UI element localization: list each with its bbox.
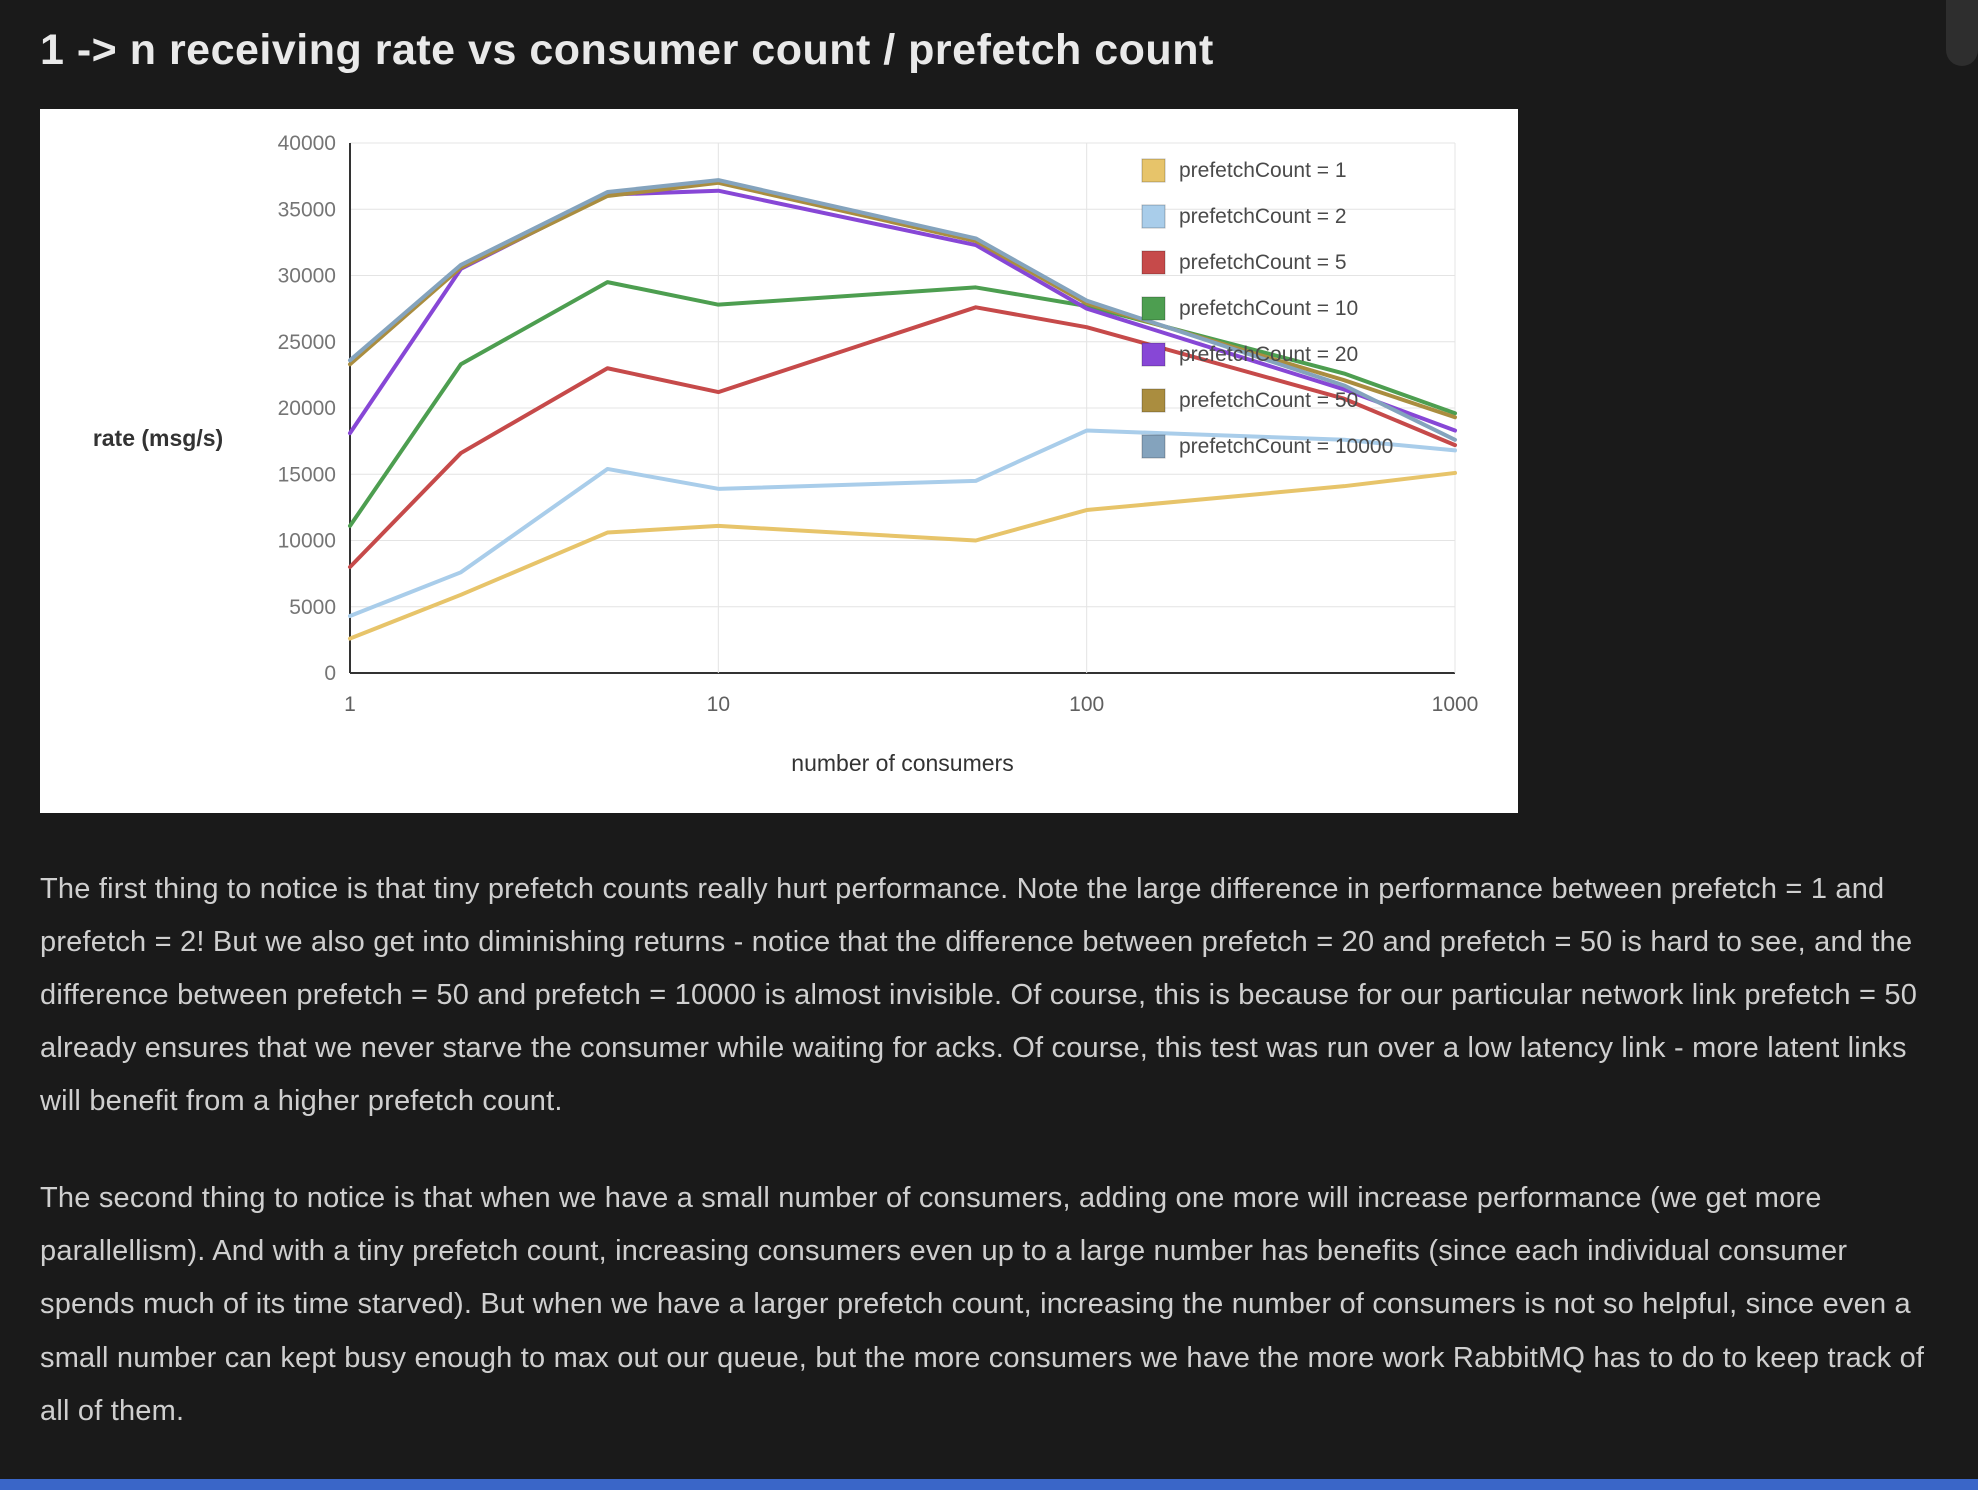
- legend-swatch: [1141, 388, 1166, 413]
- svg-text:35000: 35000: [278, 198, 336, 221]
- series-line: [348, 428, 1457, 619]
- series-line: [348, 305, 1457, 569]
- legend-swatch: [1141, 296, 1166, 321]
- chart-svg: 0 5000 10000 15000 20000 25000 30000 35000 40000…: [93, 132, 1479, 776]
- legend-label: prefetchCount = 2: [1179, 205, 1347, 228]
- bottom-accent-bar: [0, 1479, 1978, 1490]
- series-line: [348, 178, 1457, 442]
- legend-label: prefetchCount = 5: [1179, 251, 1347, 274]
- svg-text:rate (msg/s): rate (msg/s): [93, 425, 223, 451]
- paragraph-prefetch-performance: The first thing to notice is that tiny p…: [40, 873, 1918, 1118]
- legend-label: prefetchCount = 1: [1179, 159, 1347, 182]
- svg-text:30000: 30000: [278, 265, 336, 288]
- svg-text:1: 1: [344, 693, 356, 716]
- svg-text:0: 0: [324, 662, 336, 685]
- svg-text:10: 10: [707, 693, 730, 716]
- series-line: [348, 470, 1457, 641]
- paragraph-consumer-count: The second thing to notice is that when …: [40, 1182, 1925, 1427]
- chart-grid: [349, 142, 1456, 674]
- legend-label: prefetchCount = 10000: [1179, 435, 1393, 458]
- svg-text:20000: 20000: [278, 397, 336, 420]
- scrollbar-thumb[interactable]: [1946, 0, 1978, 66]
- legend-swatch: [1141, 434, 1166, 459]
- legend-label: prefetchCount = 10: [1179, 297, 1358, 320]
- article-body: The first thing to notice is that tiny p…: [40, 863, 1930, 1438]
- chart-legend: prefetchCount = 1 prefetchCount = 2 prefet…: [1141, 158, 1393, 459]
- legend-swatch: [1141, 250, 1166, 275]
- legend-swatch: [1141, 204, 1166, 229]
- svg-text:25000: 25000: [278, 331, 336, 354]
- svg-text:100: 100: [1069, 693, 1104, 716]
- legend-label: prefetchCount = 20: [1179, 343, 1358, 366]
- chart-axis-labels: 0 5000 10000 15000 20000 25000 30000 35000 40000…: [93, 132, 1479, 776]
- svg-text:5000: 5000: [289, 596, 336, 619]
- series-line: [348, 280, 1457, 528]
- legend-swatch: [1141, 158, 1166, 183]
- svg-text:10000: 10000: [278, 530, 336, 553]
- rate-vs-consumers-chart: 0 5000 10000 15000 20000 25000 30000 35000 40000…: [40, 109, 1518, 813]
- svg-text:number of consumers: number of consumers: [791, 750, 1013, 776]
- legend-label: prefetchCount = 50: [1179, 389, 1358, 412]
- legend-swatch: [1141, 342, 1166, 367]
- svg-text:40000: 40000: [278, 132, 336, 155]
- chart-series-lines: [348, 178, 1457, 641]
- page-title: 1 -> n receiving rate vs consumer count …: [40, 26, 1214, 74]
- series-line: [348, 180, 1457, 420]
- svg-text:15000: 15000: [278, 463, 336, 486]
- svg-text:1000: 1000: [1432, 693, 1479, 716]
